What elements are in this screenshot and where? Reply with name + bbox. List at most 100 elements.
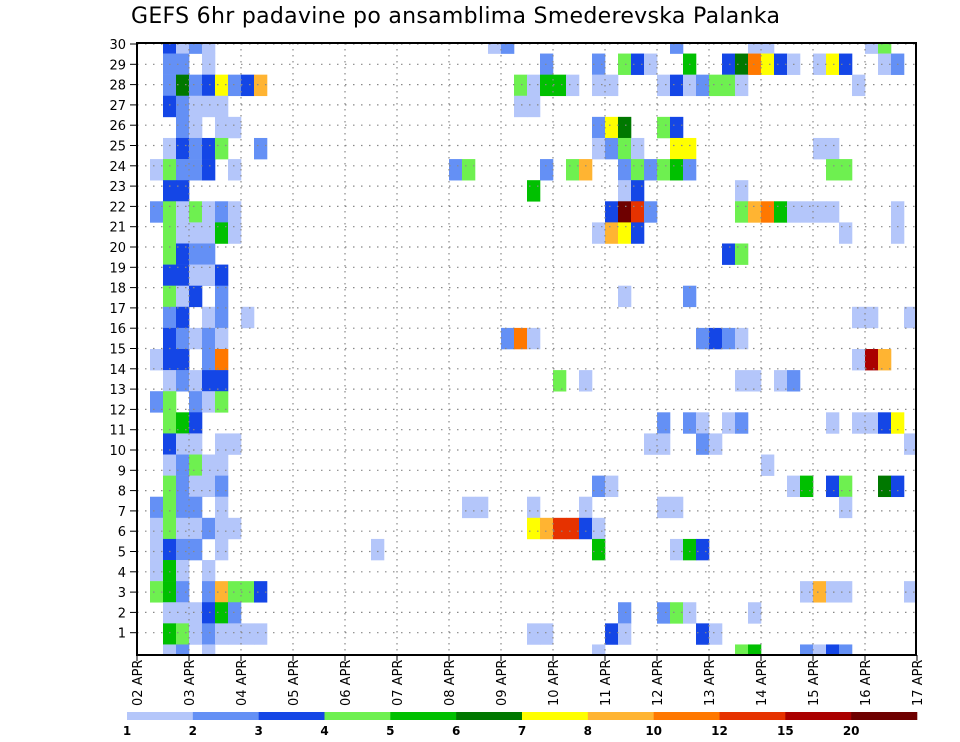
heatmap-cell <box>735 327 749 350</box>
heatmap-cell <box>163 391 177 413</box>
heatmap-cell <box>462 159 476 181</box>
y-tick-label: 2 <box>118 606 126 621</box>
heatmap-cell <box>865 412 879 434</box>
heatmap-cell <box>826 159 840 181</box>
heatmap-cell <box>163 222 177 244</box>
heatmap-cell <box>215 264 229 286</box>
y-tick-label: 22 <box>109 200 126 215</box>
y-tick-label: 3 <box>118 586 126 601</box>
heatmap-cell <box>566 159 580 181</box>
heatmap-cell <box>215 327 229 350</box>
heatmap-cell <box>150 496 164 519</box>
heatmap-cell <box>657 412 671 434</box>
heatmap-cell <box>670 496 684 519</box>
heatmap-cell <box>189 391 203 413</box>
heatmap-cell <box>215 201 229 223</box>
heatmap-cell <box>163 306 177 329</box>
y-tick-label: 7 <box>118 505 126 520</box>
heatmap-cell <box>254 581 268 603</box>
heatmap-cell <box>176 180 190 202</box>
heatmap-cell <box>189 370 203 392</box>
chart-title: GEFS 6hr padavine po ansamblima Smederev… <box>131 4 781 29</box>
heatmap-cell <box>189 243 203 265</box>
x-tick-label: 17 APR <box>911 660 926 706</box>
heatmap-cell <box>735 644 749 655</box>
colorbar-label: 15 <box>777 724 794 738</box>
heatmap-cell <box>683 159 697 181</box>
heatmap-cell <box>579 370 593 392</box>
heatmap-cell <box>839 475 853 498</box>
heatmap-cell <box>618 137 632 160</box>
heatmap-cell <box>215 538 229 561</box>
heatmap-cell <box>683 538 697 561</box>
heatmap-cell <box>618 53 632 75</box>
heatmap-cell <box>774 370 788 392</box>
heatmap-cell <box>605 137 619 160</box>
heatmap-cell <box>566 517 580 540</box>
heatmap-cell <box>852 412 866 434</box>
heatmap-cell <box>839 53 853 75</box>
heatmap-cell <box>618 285 632 308</box>
colorbar-segment <box>851 712 918 720</box>
heatmap-cell <box>553 370 567 392</box>
heatmap-cell <box>215 116 229 139</box>
heatmap-cell <box>501 43 515 54</box>
heatmap-cell <box>891 412 905 434</box>
heatmap-cell <box>163 517 177 540</box>
heatmap-cell <box>150 560 164 582</box>
heatmap-cell <box>228 623 242 645</box>
heatmap-cell <box>787 370 801 392</box>
heatmap-cell <box>865 306 879 329</box>
x-tick-label: 02 APR <box>131 660 146 706</box>
colorbar-segment <box>192 712 259 720</box>
heatmap-cell <box>527 496 541 519</box>
y-tick-label: 23 <box>109 180 126 195</box>
heatmap-cell <box>904 581 916 603</box>
y-axis: 1234567891011121314151617181920212223242… <box>109 38 137 642</box>
heatmap-cell <box>176 222 190 244</box>
heatmap-cell <box>202 391 216 413</box>
heatmap-cell <box>592 475 606 498</box>
heatmap-cell <box>215 581 229 603</box>
heatmap-cell <box>696 433 710 455</box>
heatmap-cell <box>189 43 203 54</box>
heatmap-cell <box>839 644 853 655</box>
heatmap-cell <box>813 581 827 603</box>
y-tick-label: 26 <box>109 119 126 134</box>
heatmap-cell <box>774 53 788 75</box>
heatmap-cell <box>189 623 203 645</box>
y-tick-label: 6 <box>118 525 126 540</box>
heatmap-cell <box>657 116 671 139</box>
heatmap-cell <box>683 412 697 434</box>
heatmap-cell <box>553 517 567 540</box>
heatmap-cell <box>176 327 190 350</box>
heatmap-cell <box>657 74 671 97</box>
heatmap-cell <box>670 602 684 624</box>
heatmap-cell <box>618 116 632 139</box>
y-tick-label: 30 <box>109 38 126 53</box>
heatmap-cell <box>163 95 177 118</box>
heatmap-cell <box>735 74 749 97</box>
heatmap-cell <box>163 264 177 286</box>
heatmap-cell <box>709 74 723 97</box>
heatmap-cell <box>215 433 229 455</box>
heatmap-cell <box>891 475 905 498</box>
colorbar-label: 2 <box>189 724 197 738</box>
heatmap-cell <box>826 475 840 498</box>
heatmap-cell <box>748 43 762 54</box>
y-tick-label: 28 <box>109 79 126 94</box>
colorbar-label: 20 <box>843 724 860 738</box>
heatmap-cell <box>644 201 658 223</box>
heatmap-cell <box>878 349 892 371</box>
heatmap-cell <box>696 538 710 561</box>
heatmap-cell <box>826 53 840 75</box>
heatmap-cell <box>722 327 736 350</box>
heatmap-cell <box>176 43 190 54</box>
heatmap-cell <box>670 74 684 97</box>
heatmap-cell <box>163 285 177 308</box>
colorbar-label: 12 <box>711 724 728 738</box>
heatmap-cell <box>670 116 684 139</box>
x-tick-label: 07 APR <box>391 660 406 706</box>
heatmap-cell <box>150 517 164 540</box>
heatmap-cell <box>163 137 177 160</box>
